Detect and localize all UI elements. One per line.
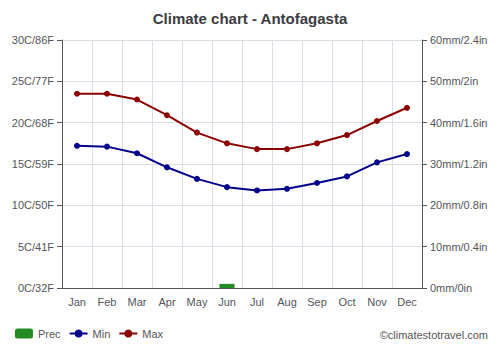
svg-text:Jan: Jan: [68, 296, 86, 308]
svg-text:20C/68F: 20C/68F: [12, 117, 54, 129]
svg-text:20mm/0.8in: 20mm/0.8in: [430, 199, 487, 211]
svg-text:Mar: Mar: [128, 296, 147, 308]
svg-text:Min: Min: [93, 328, 111, 340]
svg-text:40mm/1.6in: 40mm/1.6in: [430, 117, 487, 129]
svg-text:30mm/1.2in: 30mm/1.2in: [430, 158, 487, 170]
svg-text:25C/77F: 25C/77F: [12, 75, 54, 87]
svg-text:Apr: Apr: [158, 296, 175, 308]
svg-text:5C/41F: 5C/41F: [18, 241, 54, 253]
svg-text:50mm/2in: 50mm/2in: [430, 75, 478, 87]
svg-text:©climatestotravel.com: ©climatestotravel.com: [380, 329, 488, 341]
svg-text:15C/59F: 15C/59F: [12, 158, 54, 170]
svg-text:Oct: Oct: [338, 296, 355, 308]
svg-text:Jul: Jul: [250, 296, 264, 308]
svg-text:30C/86F: 30C/86F: [12, 34, 54, 46]
svg-text:0C/32F: 0C/32F: [18, 282, 54, 294]
svg-text:10C/50F: 10C/50F: [12, 199, 54, 211]
svg-text:Dec: Dec: [397, 296, 417, 308]
svg-text:Nov: Nov: [367, 296, 387, 308]
svg-text:10mm/0.4in: 10mm/0.4in: [430, 241, 487, 253]
svg-text:Prec: Prec: [38, 328, 61, 340]
svg-text:Jun: Jun: [218, 296, 236, 308]
svg-text:Max: Max: [142, 328, 163, 340]
svg-text:Climate chart - Antofagasta: Climate chart - Antofagasta: [153, 10, 348, 27]
svg-text:60mm/2.4in: 60mm/2.4in: [430, 34, 487, 46]
svg-text:Sep: Sep: [307, 296, 327, 308]
svg-text:Aug: Aug: [277, 296, 297, 308]
svg-text:Feb: Feb: [98, 296, 117, 308]
svg-text:0mm/0in: 0mm/0in: [430, 282, 472, 294]
svg-text:May: May: [187, 296, 208, 308]
